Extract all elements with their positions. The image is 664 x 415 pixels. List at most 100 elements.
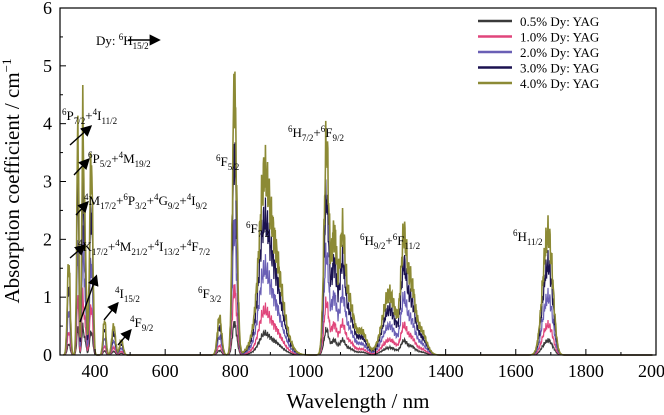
- annotation-a2: 6P5/2+4M19/2: [88, 150, 151, 169]
- y-axis-title-text: Absorption coefficient / cm: [0, 72, 24, 303]
- annotation-part: 4: [78, 238, 83, 248]
- annotation-part: +: [180, 239, 187, 254]
- annotation-part: 17/2: [92, 247, 108, 257]
- annotation-part: 6: [513, 228, 518, 238]
- x-tick-label: 600: [152, 361, 179, 381]
- x-tick-label: 1400: [428, 361, 464, 381]
- annotation-arrow: [69, 244, 87, 259]
- annotation-part: 6: [198, 285, 203, 295]
- annotation-a9: 6F7/2: [246, 220, 269, 239]
- annotation-part: 3/2: [135, 201, 147, 211]
- annotation-part: 21/2: [131, 247, 147, 257]
- y-tick-label: 5: [43, 56, 52, 76]
- annotation-part: 11/2: [101, 116, 117, 126]
- annotation-part: 6: [321, 124, 326, 134]
- annotation-a11: 6H9/2+6F11/2: [360, 232, 420, 251]
- x-tick-label: 800: [222, 361, 249, 381]
- annotation-part: 6: [288, 124, 293, 134]
- y-tick-label: 0: [43, 345, 52, 365]
- annotation-part: 4: [119, 150, 124, 160]
- legend-label: 1.0% Dy: YAG: [520, 30, 599, 45]
- annotation-part: +: [85, 108, 92, 123]
- annotation-part: +: [108, 239, 115, 254]
- annotation-part: 4: [115, 285, 120, 295]
- annotation-part: F: [325, 125, 332, 140]
- annotation-part: 5/2: [100, 159, 112, 169]
- annotation-part: +: [116, 193, 123, 208]
- annotations-layer: Dy: 6H15/26P7/2+4I11/26P5/2+4M19/24M17/2…: [62, 32, 543, 346]
- annotation-part: P: [128, 193, 135, 208]
- series-layer: [63, 71, 653, 356]
- annotation-part: M: [89, 193, 101, 208]
- annotation-arrow: [69, 125, 93, 146]
- x-tick-label: 400: [82, 361, 109, 381]
- annotation-a10: 6H7/2+6F9/2: [288, 124, 344, 143]
- annotation-part: 3/2: [210, 294, 222, 304]
- annotation-a7: 6F3/2: [198, 285, 221, 304]
- svg-text:Absorption coefficient / cm−1: Absorption coefficient / cm−1: [0, 59, 24, 304]
- annotation-a1: 6P7/2+4I11/2: [62, 107, 117, 126]
- annotation-part: 15/2: [124, 294, 140, 304]
- annotation-part: I: [97, 108, 101, 123]
- annotation-part: 4: [84, 192, 89, 202]
- annotation-part: 7/2: [258, 229, 270, 239]
- annotation-part: 7/2: [302, 133, 314, 143]
- legend-label: 4.0% Dy: YAG: [520, 76, 599, 91]
- annotation-a5: 4I15/2: [115, 285, 140, 304]
- annotation-part: F: [397, 233, 404, 248]
- annotation-part: M: [123, 151, 135, 166]
- annotation-part: 4: [187, 192, 192, 202]
- annotation-part: F: [251, 221, 258, 236]
- annotation-part: 19/2: [135, 159, 151, 169]
- annotation-part: 7/2: [199, 247, 211, 257]
- annotation-part: 4: [154, 192, 159, 202]
- y-axis-title-sup: −1: [0, 59, 14, 73]
- x-tick-label: 1000: [287, 361, 323, 381]
- annotation-arrow: [117, 328, 132, 346]
- annotation-part: M: [120, 239, 132, 254]
- annotation-part: +: [147, 193, 154, 208]
- annotation-part: F: [135, 315, 142, 330]
- x-tick-label: 1200: [358, 361, 394, 381]
- y-tick-label: 1: [43, 287, 52, 307]
- annotation-part: +: [313, 125, 320, 140]
- annotation-part: 4: [115, 238, 120, 248]
- annotation-part: 6: [360, 232, 365, 242]
- annotation-part: 6: [216, 153, 221, 163]
- annotation-ground: Dy: 6H15/2: [96, 32, 149, 51]
- annotation-part: 9/2: [168, 201, 180, 211]
- annotation-part: +: [385, 233, 392, 248]
- annotation-a4: 4K17/2+4M21/2+4I13/2+4F7/2: [78, 238, 210, 257]
- annotation-part: 15/2: [133, 41, 149, 51]
- annotation-arrow: [73, 157, 90, 176]
- annotation-part: 13/2: [164, 247, 180, 257]
- annotation-part: 9/2: [142, 323, 154, 333]
- annotation-part: H: [123, 33, 132, 48]
- x-axis-title: Wavelength / nm: [287, 389, 430, 413]
- annotation-part: 7/2: [74, 116, 86, 126]
- annotation-part: +: [147, 239, 154, 254]
- annotation-part: 9/2: [332, 133, 344, 143]
- annotation-a3: 4M17/2+6P3/2+4G9/2+4I9/2: [84, 192, 207, 211]
- legend-label: 2.0% Dy: YAG: [520, 45, 599, 60]
- y-tick-label: 6: [43, 0, 52, 18]
- y-axis-title: Absorption coefficient / cm−1: [0, 59, 24, 304]
- annotation-a8: 6F5/2: [216, 153, 239, 172]
- y-tick-label: 3: [43, 172, 52, 192]
- annotation-part: I: [120, 286, 124, 301]
- annotation-part: 11/2: [404, 241, 420, 251]
- annotation-part: F: [191, 239, 198, 254]
- series-line-5: [63, 71, 653, 356]
- annotation-part: Dy:: [96, 33, 119, 48]
- annotation-part: 6: [393, 232, 398, 242]
- annotation-part: 6: [123, 192, 128, 202]
- annotation-part: G: [159, 193, 168, 208]
- y-tick-label: 2: [43, 229, 52, 249]
- annotation-part: 4: [187, 238, 192, 248]
- annotation-part: F: [221, 154, 228, 169]
- annotation-part: +: [111, 151, 118, 166]
